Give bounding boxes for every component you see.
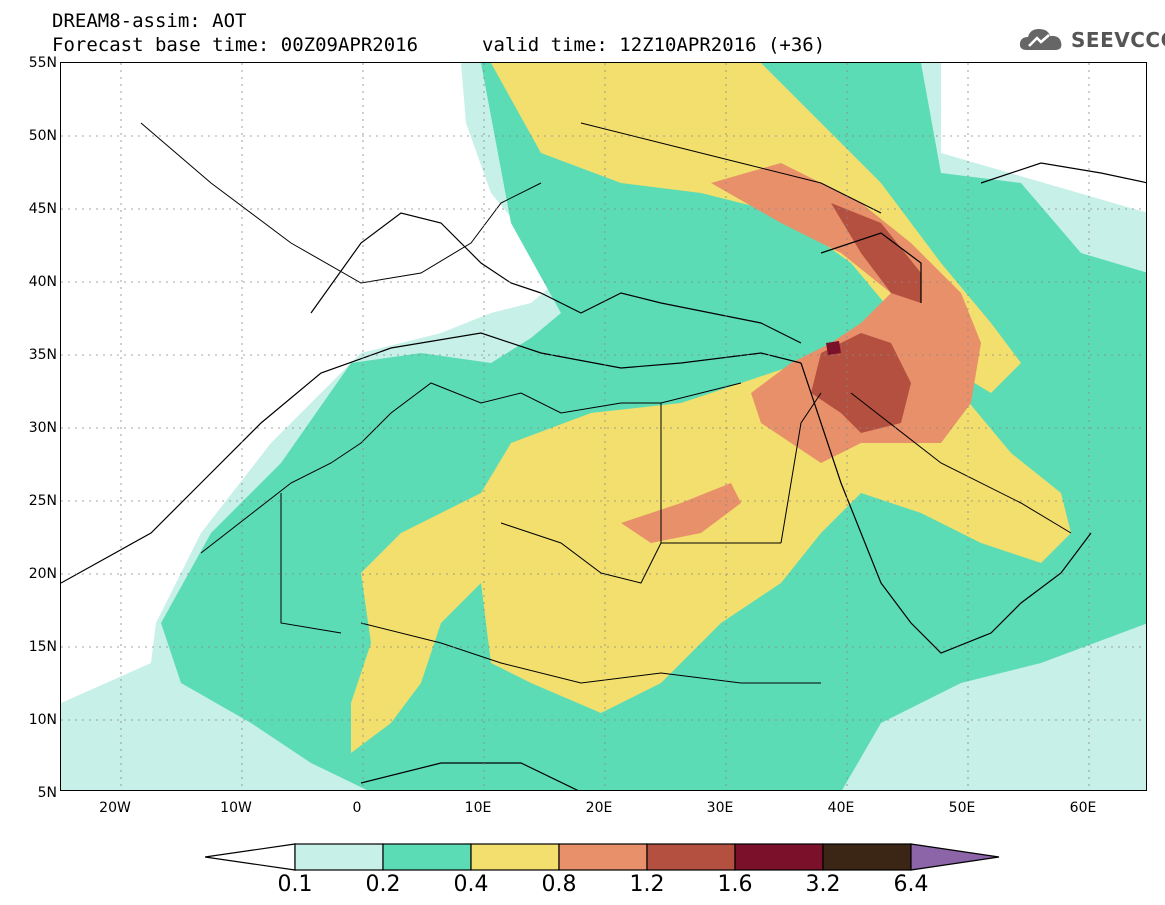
seevccc-logo: SEEVCCC <box>1017 24 1165 58</box>
lat-label-55N: 55N <box>28 55 57 71</box>
lat-label-10N: 10N <box>28 712 57 728</box>
valid-time-label: valid time: 12Z10APR2016 (+36) <box>482 34 826 56</box>
legend-label-1.2: 1.2 <box>629 872 665 897</box>
lat-label-25N: 25N <box>28 493 57 509</box>
lat-label-20N: 20N <box>28 566 57 582</box>
aot-region-1.2 <box>831 203 921 303</box>
legend-label-3.2: 3.2 <box>805 872 841 897</box>
aot-region-0.4-europe <box>491 63 1021 393</box>
aot-region-0.4-sahara <box>351 343 1071 753</box>
model-title: DREAM8-assim: AOT <box>52 10 247 32</box>
legend-swatch-0.8 <box>558 843 648 871</box>
color-legend-bar <box>205 843 1000 871</box>
lon-label-40E: 40E <box>827 800 855 816</box>
lon-label-60E: 60E <box>1069 800 1097 816</box>
lon-label-0: 0 <box>352 800 362 816</box>
legend-swatch-1.6 <box>734 843 824 871</box>
legend-label-0.2: 0.2 <box>365 872 401 897</box>
legend-swatch-0.1 <box>294 843 384 871</box>
legend-label-0.1: 0.1 <box>277 872 313 897</box>
legend-swatch-0.4 <box>470 843 560 871</box>
lat-label-50N: 50N <box>28 128 57 144</box>
legend-label-0.4: 0.4 <box>453 872 489 897</box>
lon-label-10E: 10E <box>464 800 492 816</box>
lat-label-45N: 45N <box>28 201 57 217</box>
lon-label-30E: 30E <box>706 800 734 816</box>
aot-region-0.8 <box>711 163 981 463</box>
lat-label-30N: 30N <box>28 420 57 436</box>
lat-label-15N: 15N <box>28 639 57 655</box>
legend-swatch-1.2 <box>646 843 736 871</box>
aot-map <box>61 63 1146 790</box>
lat-label-5N: 5N <box>37 785 57 801</box>
legend-swatch-3.2 <box>822 843 912 871</box>
legend-arrow-low <box>205 843 296 871</box>
legend-label-0.8: 0.8 <box>541 872 577 897</box>
lon-label-20W: 20W <box>99 800 131 816</box>
legend-label-6.4: 6.4 <box>893 872 929 897</box>
base-time-label: Forecast base time: 00Z09APR2016 <box>52 34 419 56</box>
map-panel <box>60 62 1147 791</box>
aot-region-1.2-iraq <box>811 333 911 433</box>
legend-arrow-high <box>910 843 1000 871</box>
logo-text: SEEVCCC <box>1071 28 1165 52</box>
lon-label-20E: 20E <box>585 800 613 816</box>
lon-label-50E: 50E <box>948 800 976 816</box>
graticule <box>61 63 1146 790</box>
lon-label-10W: 10W <box>220 800 252 816</box>
aot-region-1.6 <box>826 341 841 355</box>
lat-label-40N: 40N <box>28 274 57 290</box>
lat-label-35N: 35N <box>28 347 57 363</box>
coastlines <box>61 162 1146 790</box>
aot-region-0.8-libya <box>621 483 741 543</box>
cloud-icon <box>1019 29 1062 50</box>
legend-swatch-0.2 <box>382 843 472 871</box>
legend-label-1.6: 1.6 <box>717 872 753 897</box>
